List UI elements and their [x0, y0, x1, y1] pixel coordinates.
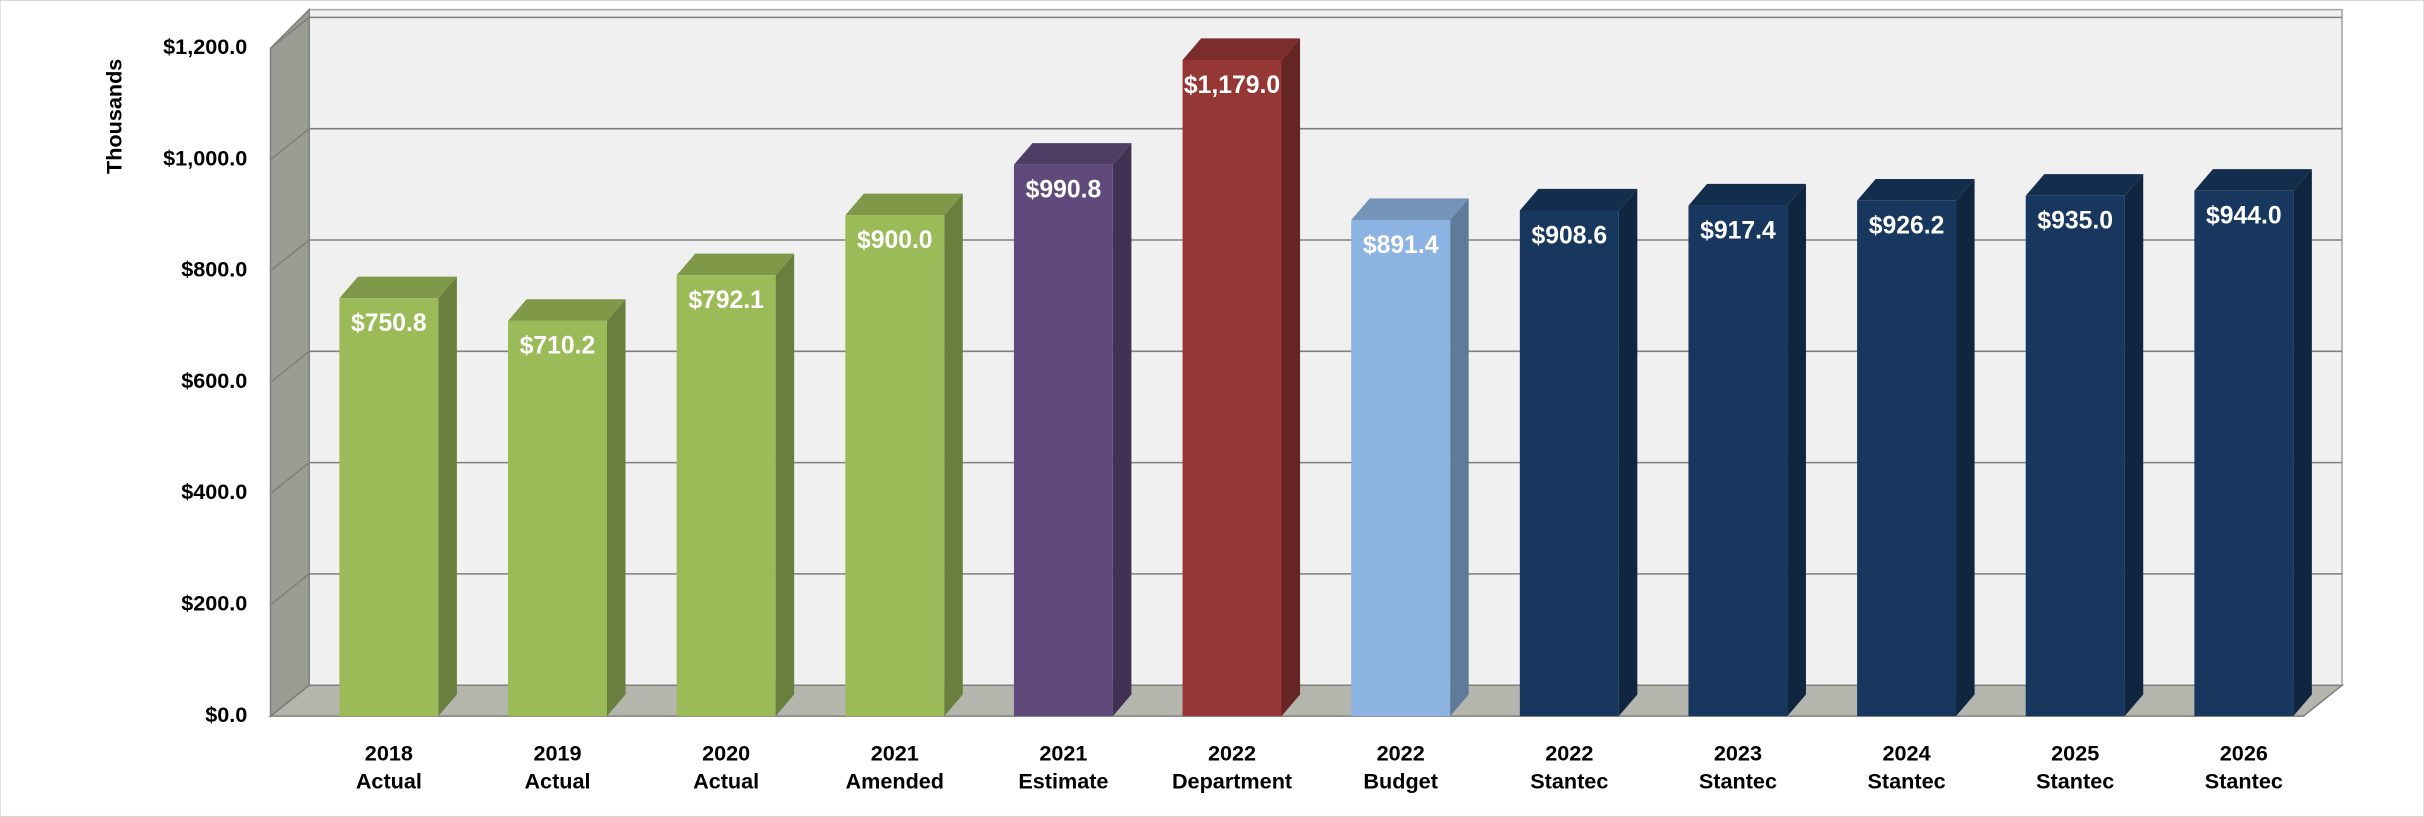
bar — [676, 275, 776, 717]
value-label: $750.8 — [351, 310, 427, 337]
bar-top — [2025, 174, 2144, 196]
x-tick-label: 2026 — [2220, 741, 2268, 766]
value-label: $710.2 — [520, 333, 596, 360]
x-tick-label: Actual — [693, 768, 759, 793]
value-label: $944.0 — [2206, 203, 2282, 230]
x-tick-label: Stantec — [1699, 768, 1777, 793]
x-tick-label: 2021 — [1039, 741, 1087, 766]
x-tick-label: 2022 — [1377, 741, 1425, 766]
value-label: $891.4 — [1363, 232, 1439, 259]
bar-top — [1013, 143, 1132, 165]
bar — [1519, 210, 1619, 717]
y-tick-label: $400.0 — [181, 479, 247, 504]
bar-side — [2124, 174, 2144, 717]
grid-line-side — [270, 462, 310, 495]
value-label: $908.6 — [1531, 222, 1607, 249]
bar-side — [1787, 183, 1806, 717]
bar — [508, 320, 607, 717]
bar-side — [1281, 38, 1301, 717]
bar-side — [775, 253, 795, 717]
value-label: $1,179.0 — [1184, 72, 1280, 99]
bar — [1351, 220, 1451, 717]
bar-side — [1618, 188, 1638, 717]
grid-line-side — [270, 684, 310, 717]
value-label: $990.8 — [1026, 177, 1102, 204]
y-tick-label: $0.0 — [205, 702, 247, 727]
y-tick-label: $200.0 — [181, 591, 247, 616]
bar-top — [2194, 169, 2312, 191]
x-tick-label: Department — [1172, 768, 1292, 793]
bar-side — [944, 193, 963, 717]
bar — [845, 215, 945, 717]
value-label: $917.4 — [1700, 217, 1776, 244]
x-tick-label: Actual — [356, 768, 422, 793]
value-label: $935.0 — [2037, 208, 2113, 235]
x-tick-label: 2018 — [365, 741, 413, 766]
bar-top — [1857, 179, 1975, 201]
x-tick-label: 2019 — [533, 741, 581, 766]
bar-top — [339, 276, 457, 299]
x-tick-label: Budget — [1363, 768, 1437, 793]
bar-top — [1519, 188, 1638, 211]
grid-line-side — [270, 573, 310, 606]
x-tick-label: 2022 — [1208, 741, 1256, 766]
y-tick-label: $800.0 — [181, 257, 247, 282]
value-label: $792.1 — [688, 287, 764, 314]
side-wall — [269, 7, 310, 718]
bar-side — [1956, 179, 1975, 717]
x-tick-label: Actual — [524, 768, 590, 793]
x-tick-label: 2020 — [702, 741, 750, 766]
grid-line-side — [270, 16, 310, 49]
bar — [1857, 200, 1957, 717]
bar — [2194, 190, 2294, 717]
bar-side — [1450, 198, 1469, 717]
bar — [1688, 205, 1788, 717]
grid-line-side — [270, 350, 310, 383]
x-tick-label: 2022 — [1545, 741, 1593, 766]
bar-top — [1351, 198, 1469, 221]
x-tick-label: Stantec — [1530, 768, 1608, 793]
x-tick-label: Estimate — [1018, 768, 1108, 793]
value-label: $926.2 — [1869, 212, 1945, 239]
bar — [2025, 195, 2125, 717]
bar — [1013, 164, 1113, 717]
bar-top — [676, 253, 795, 276]
x-tick-label: 2023 — [1714, 741, 1762, 766]
bar-side — [438, 276, 457, 717]
x-tick-label: Stantec — [1868, 768, 1946, 793]
x-tick-label: Stantec — [2205, 768, 2283, 793]
x-tick-label: 2024 — [1883, 741, 1931, 766]
bar-side — [2293, 169, 2312, 717]
x-tick-label: 2025 — [2051, 741, 2099, 766]
y-tick-label: $1,000.0 — [163, 145, 247, 170]
value-label: $900.0 — [857, 227, 933, 254]
x-tick-label: Stantec — [2036, 768, 2114, 793]
bar-top — [508, 299, 626, 321]
bar — [339, 298, 439, 717]
y-tick-label: $600.0 — [181, 368, 247, 393]
grid-line-side — [270, 239, 310, 272]
bar-top — [845, 193, 963, 216]
x-tick-label: Amended — [845, 768, 944, 793]
x-tick-label: 2021 — [871, 741, 919, 766]
y-axis-label: Thousands — [102, 59, 127, 174]
bar-top — [1688, 183, 1806, 206]
bar — [1182, 59, 1282, 717]
bar-side — [1112, 143, 1132, 717]
bar-side — [606, 299, 626, 717]
grid-line-side — [270, 128, 310, 161]
bar-top — [1182, 38, 1301, 60]
y-tick-label: $1,200.0 — [163, 34, 247, 59]
